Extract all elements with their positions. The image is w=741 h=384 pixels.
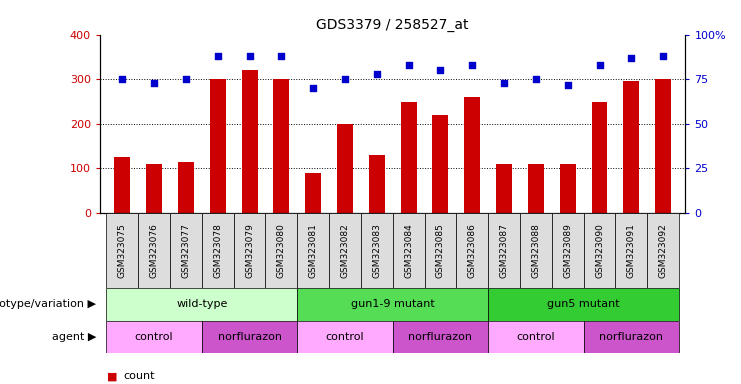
FancyBboxPatch shape xyxy=(488,213,520,288)
Point xyxy=(434,67,446,73)
Text: GSM323080: GSM323080 xyxy=(277,223,286,278)
Text: GSM323082: GSM323082 xyxy=(341,223,350,278)
FancyBboxPatch shape xyxy=(107,288,297,321)
Text: GSM323086: GSM323086 xyxy=(468,223,476,278)
Text: count: count xyxy=(124,371,156,381)
FancyBboxPatch shape xyxy=(393,213,425,288)
Text: gun1-9 mutant: gun1-9 mutant xyxy=(350,299,435,310)
FancyBboxPatch shape xyxy=(647,213,679,288)
Point xyxy=(148,80,160,86)
Text: norflurazon: norflurazon xyxy=(408,332,473,342)
Text: norflurazon: norflurazon xyxy=(218,332,282,342)
Point xyxy=(308,85,319,91)
Point xyxy=(625,55,637,61)
Text: GSM323084: GSM323084 xyxy=(404,223,413,278)
Text: GSM323090: GSM323090 xyxy=(595,223,604,278)
FancyBboxPatch shape xyxy=(488,288,679,321)
Text: GSM323081: GSM323081 xyxy=(309,223,318,278)
Text: GSM323087: GSM323087 xyxy=(499,223,508,278)
FancyBboxPatch shape xyxy=(488,321,584,353)
Text: GSM323091: GSM323091 xyxy=(627,223,636,278)
Bar xyxy=(242,70,258,213)
FancyBboxPatch shape xyxy=(233,213,265,288)
Text: GSM323092: GSM323092 xyxy=(659,223,668,278)
FancyBboxPatch shape xyxy=(584,321,679,353)
FancyBboxPatch shape xyxy=(616,213,647,288)
Text: control: control xyxy=(326,332,365,342)
Text: GSM323088: GSM323088 xyxy=(531,223,540,278)
FancyBboxPatch shape xyxy=(361,213,393,288)
Bar xyxy=(528,164,544,213)
Text: GSM323076: GSM323076 xyxy=(150,223,159,278)
Bar xyxy=(401,101,416,213)
Text: GSM323078: GSM323078 xyxy=(213,223,222,278)
FancyBboxPatch shape xyxy=(265,213,297,288)
Bar xyxy=(655,79,671,213)
FancyBboxPatch shape xyxy=(393,321,488,353)
FancyBboxPatch shape xyxy=(329,213,361,288)
Point xyxy=(116,76,128,82)
Bar xyxy=(465,97,480,213)
Bar xyxy=(623,81,639,213)
FancyBboxPatch shape xyxy=(456,213,488,288)
FancyBboxPatch shape xyxy=(425,213,456,288)
Point xyxy=(498,80,510,86)
Bar xyxy=(559,164,576,213)
Text: agent ▶: agent ▶ xyxy=(52,332,96,342)
Text: GSM323089: GSM323089 xyxy=(563,223,572,278)
Bar xyxy=(114,157,130,213)
Point xyxy=(276,53,288,59)
Bar xyxy=(591,101,608,213)
Bar xyxy=(305,173,321,213)
Text: ■: ■ xyxy=(107,371,118,381)
Bar xyxy=(433,115,448,213)
FancyBboxPatch shape xyxy=(107,321,202,353)
FancyBboxPatch shape xyxy=(520,213,552,288)
FancyBboxPatch shape xyxy=(202,213,233,288)
Text: genotype/variation ▶: genotype/variation ▶ xyxy=(0,299,96,310)
Point xyxy=(244,53,256,59)
Bar xyxy=(496,164,512,213)
FancyBboxPatch shape xyxy=(107,213,139,288)
Bar xyxy=(337,124,353,213)
FancyBboxPatch shape xyxy=(297,321,393,353)
Text: gun5 mutant: gun5 mutant xyxy=(548,299,620,310)
Text: control: control xyxy=(516,332,555,342)
Bar xyxy=(273,79,289,213)
Point xyxy=(339,76,351,82)
Title: GDS3379 / 258527_at: GDS3379 / 258527_at xyxy=(316,18,469,32)
Point xyxy=(530,76,542,82)
FancyBboxPatch shape xyxy=(297,213,329,288)
Point xyxy=(371,71,383,77)
Point xyxy=(657,53,669,59)
Text: GSM323075: GSM323075 xyxy=(118,223,127,278)
FancyBboxPatch shape xyxy=(170,213,202,288)
Text: GSM323085: GSM323085 xyxy=(436,223,445,278)
FancyBboxPatch shape xyxy=(139,213,170,288)
Point xyxy=(180,76,192,82)
Text: control: control xyxy=(135,332,173,342)
Bar xyxy=(210,79,226,213)
Point xyxy=(594,62,605,68)
Point xyxy=(402,62,414,68)
Bar xyxy=(369,155,385,213)
Bar xyxy=(146,164,162,213)
Text: norflurazon: norflurazon xyxy=(599,332,663,342)
FancyBboxPatch shape xyxy=(297,288,488,321)
Text: GSM323079: GSM323079 xyxy=(245,223,254,278)
FancyBboxPatch shape xyxy=(584,213,616,288)
Text: wild-type: wild-type xyxy=(176,299,227,310)
Point xyxy=(562,81,574,88)
Point xyxy=(466,62,478,68)
FancyBboxPatch shape xyxy=(202,321,297,353)
FancyBboxPatch shape xyxy=(552,213,584,288)
Text: GSM323077: GSM323077 xyxy=(182,223,190,278)
Bar xyxy=(178,162,194,213)
Text: GSM323083: GSM323083 xyxy=(372,223,382,278)
Point xyxy=(212,53,224,59)
